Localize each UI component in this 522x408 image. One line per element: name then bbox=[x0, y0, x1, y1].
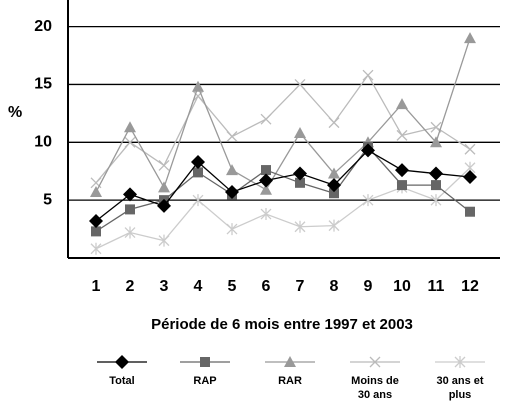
marker bbox=[430, 136, 442, 148]
marker bbox=[396, 129, 408, 141]
series-line bbox=[95, 37, 471, 193]
x-tick-label: 9 bbox=[364, 278, 373, 295]
marker bbox=[396, 98, 408, 110]
marker bbox=[294, 78, 306, 90]
marker bbox=[430, 194, 442, 207]
marker bbox=[158, 234, 170, 247]
legend-label: Total bbox=[109, 375, 135, 387]
series-line bbox=[95, 167, 471, 250]
series-line bbox=[95, 73, 471, 184]
marker bbox=[90, 242, 102, 255]
marker bbox=[429, 166, 443, 181]
y-tick-label: 15 bbox=[34, 76, 52, 93]
marker bbox=[91, 226, 101, 237]
marker bbox=[193, 167, 203, 178]
x-tick-label: 10 bbox=[393, 278, 411, 295]
marker bbox=[395, 163, 409, 178]
x-tick-label: 3 bbox=[160, 278, 169, 295]
marker bbox=[192, 194, 204, 207]
x-tick-label: 11 bbox=[428, 278, 445, 295]
marker bbox=[192, 80, 204, 92]
series-line bbox=[95, 145, 471, 232]
marker bbox=[294, 127, 306, 139]
marker bbox=[295, 177, 305, 188]
marker bbox=[191, 154, 205, 169]
marker bbox=[327, 178, 341, 193]
x-tick-label: 12 bbox=[461, 278, 479, 295]
marker bbox=[226, 131, 238, 142]
x-tick-label: 2 bbox=[126, 278, 135, 295]
marker bbox=[397, 180, 407, 191]
marker bbox=[192, 90, 204, 102]
marker bbox=[124, 121, 136, 133]
marker bbox=[454, 356, 466, 368]
legend-label: 30 ans et plus bbox=[436, 375, 484, 401]
y-tick-label: 20 bbox=[34, 18, 52, 35]
x-tick-label: 4 bbox=[194, 278, 203, 295]
marker bbox=[226, 164, 238, 176]
marker bbox=[157, 198, 171, 213]
marker bbox=[89, 213, 103, 228]
x-tick-label: 8 bbox=[330, 278, 339, 295]
x-tick-label: 1 bbox=[92, 278, 101, 295]
legend-label: Moins de 30 ans bbox=[351, 375, 399, 401]
marker bbox=[261, 165, 271, 176]
y-tick-label: 10 bbox=[34, 134, 52, 151]
marker bbox=[125, 204, 135, 215]
x-tick-label: 5 bbox=[228, 278, 237, 295]
marker bbox=[260, 183, 272, 195]
y-axis-label: % bbox=[8, 104, 22, 121]
x-tick-label: 6 bbox=[262, 278, 271, 295]
x-tick-label: 7 bbox=[296, 278, 305, 295]
marker bbox=[294, 220, 306, 233]
marker bbox=[115, 355, 129, 369]
marker bbox=[329, 188, 339, 199]
marker bbox=[225, 185, 239, 200]
marker bbox=[124, 226, 136, 239]
marker bbox=[463, 170, 477, 185]
x-axis-title: Période de 6 mois entre 1997 et 2003 bbox=[151, 316, 413, 333]
marker bbox=[362, 194, 374, 207]
legend-label: RAR bbox=[278, 375, 302, 387]
marker bbox=[124, 136, 136, 148]
y-tick-label: 5 bbox=[43, 191, 52, 208]
marker bbox=[431, 180, 441, 191]
marker bbox=[226, 223, 238, 236]
marker bbox=[328, 117, 340, 129]
marker bbox=[328, 167, 340, 179]
marker bbox=[361, 143, 375, 158]
marker bbox=[259, 173, 273, 188]
marker bbox=[362, 69, 374, 81]
marker bbox=[464, 143, 476, 155]
marker bbox=[200, 357, 210, 367]
marker bbox=[158, 159, 170, 171]
legend-label: RAP bbox=[193, 375, 217, 387]
marker bbox=[123, 187, 137, 202]
marker bbox=[369, 356, 381, 368]
marker bbox=[284, 356, 296, 367]
marker bbox=[260, 113, 272, 125]
marker bbox=[293, 166, 307, 181]
marker bbox=[464, 32, 476, 44]
marker bbox=[328, 219, 340, 232]
marker bbox=[465, 206, 475, 217]
marker bbox=[90, 186, 102, 198]
marker bbox=[260, 208, 272, 221]
marker bbox=[158, 181, 170, 193]
